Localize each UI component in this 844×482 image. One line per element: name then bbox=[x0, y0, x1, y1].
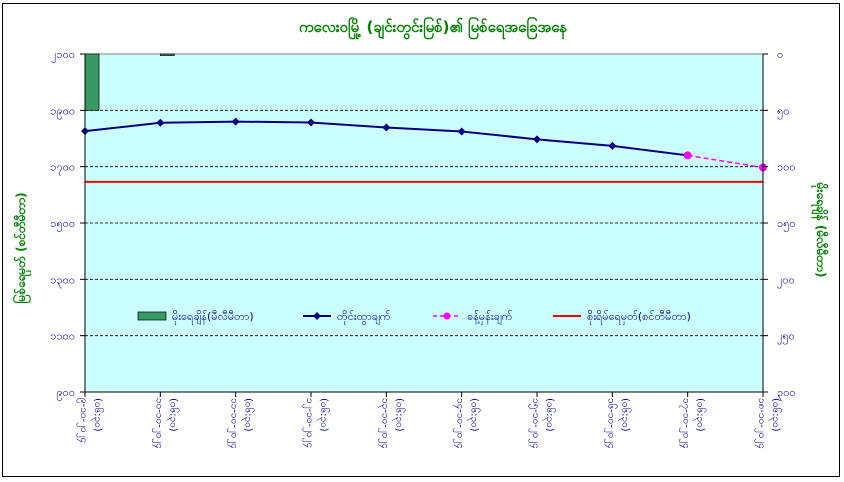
x-tick-label-group: ၁၅-၁၀-၂၀၂၄ (၀၆:၃၀) bbox=[528, 398, 557, 449]
legend-label: ခန့်မှန်းချက် bbox=[467, 310, 513, 325]
forecast-point bbox=[683, 151, 692, 160]
observed-point bbox=[382, 123, 391, 132]
x-tick-label-date: ၁၂-၁၀-၂၀၂၄ bbox=[302, 398, 315, 448]
chart-title: ကလေးဝမြို့ (ချင်းတွင်းမြစ်)၏ မြစ်ရေအခြေအ… bbox=[299, 16, 568, 40]
chart: ကလေးဝမြို့ (ချင်းတွင်းမြစ်)၏ မြစ်ရေအခြေအ… bbox=[11, 16, 830, 449]
x-tick-label-time: (၀၆:၃၀) bbox=[391, 398, 406, 432]
x-tick-label-time: (၀၆:၃၀) bbox=[241, 398, 256, 432]
x-tick-label-group: ၁၄-၁၀-၂၀၂၄ (၀၆:၃၀) bbox=[453, 398, 482, 449]
rainfall-bar bbox=[84, 53, 100, 111]
y-left-tick-label: ၁၁၀၀ bbox=[50, 330, 75, 343]
x-tick-label-group: ၁၁-၁၀-၂၀၂၄ (၀၆:၃၀) bbox=[227, 398, 256, 449]
x-tick-label-time: (၀၆:၃၀) bbox=[467, 398, 482, 432]
x-tick-label-date: ၉-၁၀-၂၀၂၄ bbox=[76, 398, 89, 443]
x-tick-label-time: (၀၆:၃၀) bbox=[617, 398, 632, 432]
x-tick-label-date: ၁၄-၁၀-၂၀၂၄ bbox=[453, 398, 466, 449]
y-axis-label-left: မြစ်ရေမှတ် (စင်တီမီတာ) bbox=[11, 192, 32, 303]
y-left-tick-label: ၉၀၀ bbox=[56, 386, 75, 401]
x-tick-label-group: ၁၀-၁၀-၂၀၂၄ (၀၆:၃၀) bbox=[151, 398, 180, 449]
x-tick-label-group: ၁၇-၁၀-၂၀၂၄ (၀၆:၃၀) bbox=[679, 398, 708, 449]
observed-point bbox=[231, 117, 240, 126]
x-tick-label-date: ၁၁-၁၀-၂၀၂၄ bbox=[227, 398, 240, 449]
x-tick-label-time: (၀၆:၃၀) bbox=[90, 398, 105, 432]
observed-point bbox=[307, 118, 315, 127]
observed-point bbox=[533, 135, 541, 144]
x-tick-label-time: (၀၆:၃၀) bbox=[316, 398, 331, 432]
y-right-tick-label: ၅၀ bbox=[777, 104, 789, 119]
observed-point bbox=[156, 118, 165, 127]
y-right-tick-label: ၃၀၀ bbox=[777, 386, 796, 401]
observed-point bbox=[608, 141, 617, 150]
y-left-tick-label: ၁၅၀၀ bbox=[50, 217, 75, 232]
forecast-line bbox=[687, 154, 764, 169]
x-tick-label-date: ၁၃-၁၀-၂၀၂၄ bbox=[377, 398, 390, 449]
legend-marker-forecast bbox=[443, 312, 451, 320]
legend-label: တိုင်းထွာချက် bbox=[337, 310, 391, 325]
x-tick-label-date: ၁၇-၁၀-၂၀၂၄ bbox=[679, 398, 692, 449]
legend-label: စိုးရိမ်ရေမှတ်(စင်တီမီတာ) bbox=[587, 310, 691, 325]
y-right-tick-label: ၂၅၀ bbox=[777, 330, 795, 345]
x-tick-label-date: ၁၈-၁၀-၂၀၂၄ bbox=[754, 398, 767, 449]
x-tick-label-time: (၀၆:၃၀) bbox=[165, 398, 180, 432]
legend-swatch-rainfall bbox=[137, 311, 167, 321]
y-left-tick-label: ၁၉၀၀ bbox=[50, 104, 75, 119]
y-left-tick-label: ၁၃၀၀ bbox=[50, 273, 75, 288]
y-right-tick-label: ၂၀၀ bbox=[777, 273, 795, 288]
x-tick-label-group: ၁၆-၁၀-၂၀၂၄ (၀၆:၃၀) bbox=[603, 398, 632, 449]
x-tick-label-group: ၉-၁၀-၂၀၂၄ (၀၆:၃၀) bbox=[76, 398, 105, 443]
y-right-tick-label: ၁၀၀ bbox=[777, 161, 796, 174]
x-tick-label-date: ၁၅-၁၀-၂၀၂၄ bbox=[528, 398, 541, 449]
x-tick-label-date: ၁၆-၁၀-၂၀၂၄ bbox=[603, 398, 618, 449]
y-axis-label-right: မိုးရေချိန် (မီလီမီတာ) bbox=[810, 182, 830, 278]
x-tick-label-group: ၁၈-၁၀-၂၀၂၄ (၀၆:၃၀) bbox=[754, 398, 783, 449]
y-left-tick-label: ၁၇၀၀ bbox=[50, 161, 75, 176]
x-tick-label-time: (၀၆:၃၀) bbox=[693, 398, 708, 432]
y-right-tick-label: ၀ bbox=[777, 48, 783, 61]
legend-marker-observed bbox=[313, 312, 321, 320]
axes: ၉၀၀ ၁၁၀၀ ၁၃၀၀ ၁၅၀၀ ၁၇၀၀ ၁၉၀၀ ၂၁၀၀ ၀၅၀၁၀၀၁၅၀၂၀၀၂… bbox=[50, 48, 795, 449]
x-tick-label-date: ၁၀-၁၀-၂၀၂၄ bbox=[151, 398, 164, 449]
rainfall-bars bbox=[84, 53, 175, 111]
legend: မိုးရေချိန်(မီလီမီတာ) တိုင်းထွာချက် ခန့်မှ… bbox=[137, 310, 691, 325]
legend-label: မိုးရေချိန်(မီလီမီတာ) bbox=[172, 310, 254, 325]
x-tick-label-group: ၁၂-၁၀-၂၀၂၄ (၀၆:၃၀) bbox=[302, 398, 331, 448]
water-level-lines bbox=[81, 117, 767, 183]
x-tick-label-group: ၁၃-၁၀-၂၀၂၄ (၀၆:၃၀) bbox=[377, 398, 406, 449]
x-tick-label-time: (၀၆:၃၀) bbox=[542, 398, 557, 432]
rainfall-bar bbox=[159, 53, 175, 56]
x-tick-label-time: (၀၆:၃၀) bbox=[768, 398, 783, 432]
chart-frame: ကလေးဝမြို့ (ချင်းတွင်းမြစ်)၏ မြစ်ရေအခြေအ… bbox=[2, 3, 840, 477]
gridlines bbox=[85, 109, 763, 337]
y-right-tick-label: ၁၅၀ bbox=[777, 217, 796, 232]
y-left-tick-label: ၂၁၀၀ bbox=[51, 48, 75, 63]
